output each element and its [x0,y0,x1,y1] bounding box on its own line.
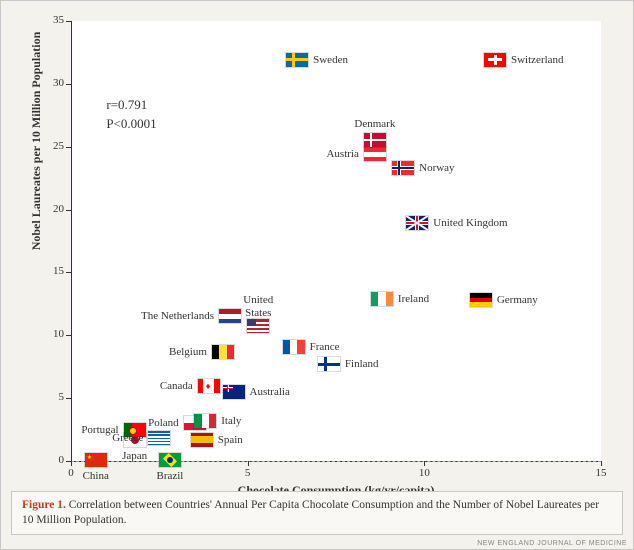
country-label-belgium: Belgium [169,346,207,358]
x-tick-label: 15 [586,467,616,479]
country-label-finland: Finland [345,358,379,370]
x-tick-label: 0 [56,467,86,479]
flag-switzerland [483,52,507,68]
flag-sweden [285,52,309,68]
flag-china: ★ [84,452,108,468]
stat-r: r=0.791 [106,96,156,114]
country-label-switzerland: Switzerland [511,54,564,66]
flag-brazil [158,452,182,468]
flag-germany [469,292,493,308]
country-label-poland: Poland [148,417,179,429]
country-label-italy: Italy [221,415,241,427]
country-label-greece: Greece [112,432,143,444]
flag-usa [246,318,270,334]
x-tick-label: 10 [409,467,439,479]
flag-netherlands [218,308,242,324]
y-axis-label: Nobel Laureates per 10 Million Populatio… [29,0,44,361]
credit-text: NEW ENGLAND JOURNAL OF MEDICINE [477,540,627,547]
flag-australia [222,384,246,400]
country-label-canada: Canada [160,380,193,392]
flag-austria [363,146,387,162]
country-label-netherlands: The Netherlands [141,310,214,322]
flag-canada: ♦ [197,378,221,394]
flag-uk [405,215,429,231]
figure-number: Figure 1. [22,499,66,511]
country-label-uk: United Kingdom [433,217,507,229]
stat-p: P<0.0001 [106,115,156,133]
flag-ireland [370,291,394,307]
country-label-china: China [83,470,109,482]
figure-caption: Figure 1. Correlation between Countries'… [11,491,623,535]
country-label-ireland: Ireland [398,293,429,305]
flag-norway [391,160,415,176]
flag-france [282,339,306,355]
flag-italy [193,413,217,429]
country-label-norway: Norway [419,162,454,174]
country-label-japan: Japan [122,450,147,462]
country-label-brazil: Brazil [156,470,183,482]
country-label-austria: Austria [326,148,358,160]
flag-belgium [211,344,235,360]
caption-text: Correlation between Countries' Annual Pe… [22,499,599,526]
country-label-usa: UnitedStates [243,294,273,318]
stat-box: r=0.791P<0.0001 [106,96,156,132]
flag-denmark [363,132,387,148]
y-tick-label: 0 [36,454,64,466]
flag-spain [190,432,214,448]
x-tick-label: 5 [233,467,263,479]
y-tick-label: 5 [36,391,64,403]
chart-container: 05101505101520253035Chocolate Consumptio… [0,0,634,550]
country-label-france: France [310,341,340,353]
plot-area: 05101505101520253035Chocolate Consumptio… [71,21,601,461]
country-label-germany: Germany [497,294,538,306]
country-label-spain: Spain [218,434,243,446]
country-label-australia: Australia [250,386,290,398]
country-label-denmark: Denmark [354,118,395,130]
flag-greece [147,430,171,446]
flag-finland [317,356,341,372]
country-label-sweden: Sweden [313,54,348,66]
